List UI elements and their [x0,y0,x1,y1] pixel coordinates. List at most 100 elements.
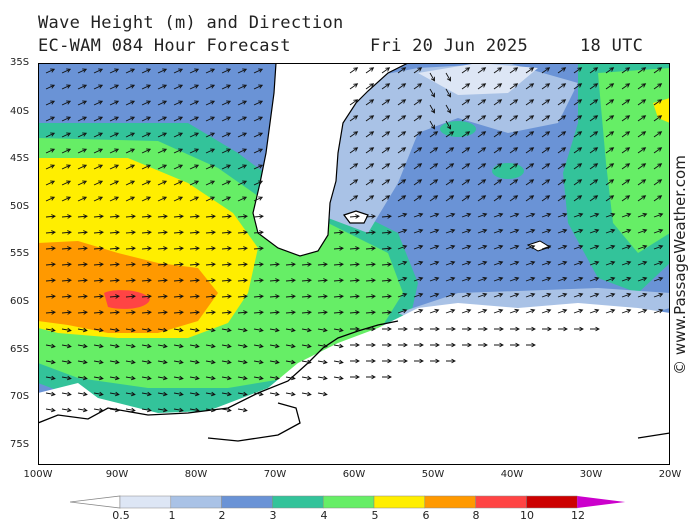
direction-arrow [653,147,663,154]
direction-arrow [621,212,632,218]
direction-arrow [430,342,440,348]
direction-arrow [461,212,472,218]
direction-arrow [349,99,359,106]
direction-arrow [77,84,88,90]
lat-label-55s: 55S [10,248,30,259]
direction-arrow [301,278,312,283]
direction-arrow [45,278,56,283]
direction-arrow [398,326,408,332]
direction-arrow [477,131,487,138]
direction-arrow [253,246,264,251]
direction-arrow [205,310,216,315]
direction-arrow [653,212,664,218]
direction-arrow [381,246,392,251]
lat-label-70s: 70S [10,391,30,402]
direction-arrow [349,294,360,299]
direction-arrow [333,246,344,251]
direction-arrow [557,195,567,202]
direction-arrow [77,359,88,365]
direction-arrow [526,342,536,348]
direction-arrow [525,212,536,218]
direction-arrow [445,147,455,154]
direction-arrow [157,343,168,349]
direction-arrow [349,310,360,315]
direction-arrow [653,195,663,202]
direction-arrow [429,276,440,282]
direction-arrow [445,244,456,250]
direction-arrow [509,276,520,282]
direction-arrow [477,99,487,106]
forecast-model: EC-WAM 084 Hour Forecast [38,36,291,56]
direction-arrow [573,260,584,266]
direction-arrow [397,195,407,202]
direction-arrow [557,292,568,298]
direction-arrow [350,326,360,332]
direction-arrow [221,391,232,397]
direction-arrow [45,196,56,202]
direction-arrow [61,132,72,138]
direction-arrow [77,391,88,397]
direction-arrow [557,244,568,250]
direction-arrow [173,246,184,251]
direction-arrow [349,246,360,251]
direction-arrow [109,391,120,397]
legend-cell-max [577,496,626,508]
direction-arrow [461,260,472,266]
direction-arrow [93,327,104,333]
direction-arrow [621,99,631,106]
direction-arrow [429,147,439,154]
direction-arrow [397,292,408,298]
direction-arrow [349,230,360,235]
direction-arrow [589,147,599,154]
direction-arrow [269,262,280,267]
direction-arrow [285,343,296,349]
direction-arrow [621,244,632,250]
direction-arrow [429,308,440,314]
direction-arrow [221,327,232,333]
direction-arrow [350,358,360,364]
direction-arrow [45,246,56,251]
direction-arrow [253,84,264,90]
antarctic-ice [38,303,670,465]
direction-arrow [205,148,216,154]
direction-arrow [494,326,504,332]
direction-arrow [493,260,504,266]
weddell-coast [637,432,670,439]
direction-arrow [317,327,328,333]
direction-arrow [414,358,424,364]
direction-arrow [221,214,232,219]
direction-arrow [333,375,344,381]
direction-arrow [125,246,136,251]
direction-arrow [157,84,168,90]
direction-arrow [109,214,120,219]
direction-arrow [381,163,391,170]
direction-arrow [445,212,456,218]
direction-arrow [382,326,392,332]
direction-arrow [637,147,647,154]
direction-arrow [61,84,72,90]
direction-arrow [365,262,376,267]
direction-arrow [509,163,519,170]
direction-arrow [61,327,72,333]
direction-arrow [157,164,168,170]
direction-arrow [413,292,424,298]
direction-arrow [205,230,216,235]
direction-arrow [285,310,296,315]
direction-arrow [125,391,136,397]
direction-arrow [493,276,504,282]
direction-arrow [93,214,104,219]
direction-arrow [109,68,120,74]
lat-label-50s: 50S [10,201,30,212]
direction-arrow [61,196,72,202]
direction-arrow [429,120,435,130]
direction-arrow [525,67,535,74]
direction-arrow [413,228,424,234]
direction-arrow [397,244,408,250]
direction-arrow [125,68,136,74]
lat-label-35s: 35S [10,57,30,68]
direction-arrow [461,276,472,282]
direction-arrow [509,292,520,298]
direction-arrow [525,276,536,282]
direction-arrow [125,116,136,122]
direction-arrow [269,359,280,365]
